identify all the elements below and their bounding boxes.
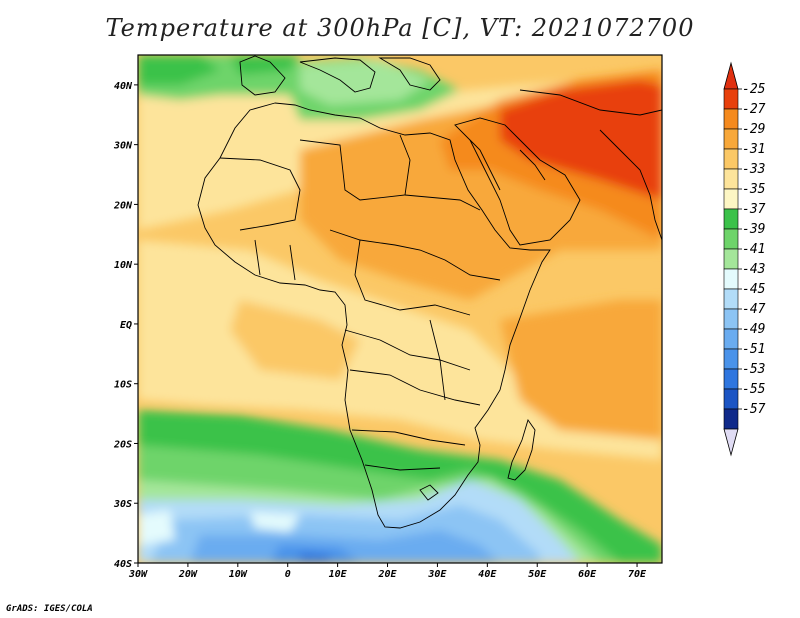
colorbar-swatch xyxy=(723,388,739,410)
lon-tick-label: 40E xyxy=(478,569,497,580)
colorbar-swatch xyxy=(723,88,739,110)
longitude-axis: 30W 20W 10W 0 10E 20E 30E 40E 50E 60E 70E xyxy=(128,563,647,580)
colorbar-swatch xyxy=(723,328,739,350)
colorbar-label: -31 xyxy=(742,142,765,157)
map-frame xyxy=(137,54,663,564)
colorbar-swatch xyxy=(723,108,739,130)
colorbar-label: -53 xyxy=(742,362,765,377)
colorbar-swatch xyxy=(723,188,739,210)
colorbar-label: -55 xyxy=(742,382,766,397)
lat-tick-label: 30N xyxy=(113,141,133,152)
lat-tick-label: 40N xyxy=(114,81,133,92)
colorbar-swatch xyxy=(723,348,739,370)
colorbar-swatch xyxy=(723,368,739,390)
lon-tick-label: 70E xyxy=(628,569,647,580)
lon-tick-label: 10E xyxy=(329,569,348,580)
colorbar-label: -49 xyxy=(742,322,765,337)
colorbar-label: -33 xyxy=(742,162,765,177)
lat-tick-label: 20S xyxy=(113,439,132,450)
lat-tick-label: 20N xyxy=(113,200,133,211)
lon-tick-label: 20E xyxy=(377,569,397,580)
colorbar-swatch xyxy=(723,208,739,230)
colorbar-label: -47 xyxy=(742,302,766,317)
colorbar-swatch xyxy=(723,228,739,250)
coastlines xyxy=(197,55,662,529)
colorbar: -25 -27 -29 -31 -33 -35 -37 -39 -41 -43 -45 -47 -49 -… xyxy=(723,61,766,457)
colorbar-label: -25 xyxy=(742,82,766,97)
lon-tick-label: 30W xyxy=(128,569,148,580)
colorbar-label: -35 xyxy=(742,182,766,197)
lat-tick-label: 30S xyxy=(113,499,132,510)
map-title: Temperature at 300hPa [C], VT: 202107270… xyxy=(105,14,695,42)
colorbar-swatch xyxy=(723,408,739,430)
lon-tick-label: 50E xyxy=(528,569,547,580)
colorbar-label: -29 xyxy=(742,122,765,137)
colorbar-swatch xyxy=(723,268,739,290)
credit-text: GrADS: IGES/COLA xyxy=(6,604,93,614)
colorbar-swatch xyxy=(723,288,739,310)
colorbar-bottom-arrow xyxy=(723,428,739,457)
lat-tick-label: 40S xyxy=(114,559,132,570)
temperature-field xyxy=(138,55,662,563)
lon-tick-label: 60E xyxy=(578,569,597,580)
colorbar-swatch xyxy=(723,248,739,270)
colorbar-label: -41 xyxy=(742,242,765,257)
colorbar-label: -51 xyxy=(742,342,765,357)
colorbar-label: -45 xyxy=(742,282,766,297)
colorbar-label: -37 xyxy=(742,202,766,217)
lat-tick-label: EQ xyxy=(120,320,132,331)
colorbar-swatch xyxy=(723,128,739,150)
colorbar-swatch xyxy=(723,168,739,190)
lon-tick-label: 30E xyxy=(427,569,447,580)
lon-tick-label: 0 xyxy=(285,569,291,580)
colorbar-label: -27 xyxy=(742,102,766,117)
colorbar-label: -57 xyxy=(742,402,766,417)
lat-tick-label: 10N xyxy=(114,260,133,271)
colorbar-label: -43 xyxy=(742,262,765,277)
colorbar-top-arrow xyxy=(723,61,739,90)
colorbar-swatch xyxy=(723,148,739,170)
lat-tick-label: 10S xyxy=(114,380,132,391)
colorbar-swatch xyxy=(723,308,739,330)
latitude-axis: 40N 30N 20N 10N EQ 10S 20S 30S 40S xyxy=(113,81,138,570)
colorbar-label: -39 xyxy=(742,222,765,237)
lon-tick-label: 10W xyxy=(229,569,248,580)
lon-tick-label: 20W xyxy=(178,569,198,580)
